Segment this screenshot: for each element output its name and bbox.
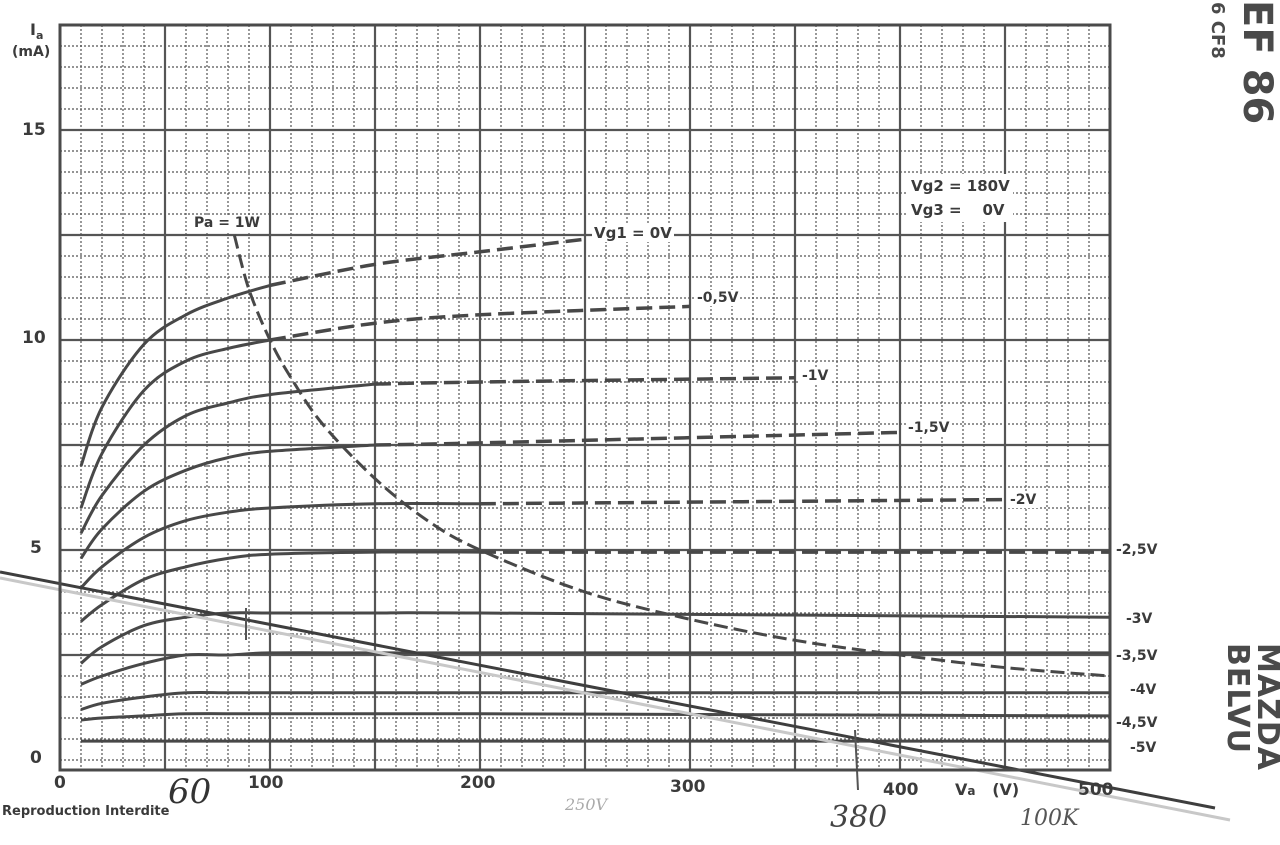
x-tick-200: 200 [460,773,496,793]
curve-label-0-5v: -0,5V [695,290,741,306]
brand-line-2: BELVU [1220,643,1255,754]
handwritten-60: 60 [168,772,212,812]
curve-label-1-5v: -1,5V [906,420,952,436]
x-axis-label: Va (V) [955,780,1020,799]
curve-label-2-5v: -2,5V [1114,542,1160,558]
grid-voltage-curves [79,237,1111,743]
plot-frame [58,23,1112,772]
x-tick-0: 0 [54,773,66,793]
power-limit-curve [232,234,1111,678]
reproduction-notice: Reproduction Interdite [2,804,170,819]
x-tick-100: 100 [248,773,284,793]
handwritten-380: 380 [830,800,888,835]
curve-label-3-5v: -3,5V [1114,648,1160,664]
y-tick-5: 5 [30,538,42,558]
y-axis-unit: (mA) [12,44,51,60]
curve-label-1v: -1V [800,368,831,384]
x-tick-300: 300 [670,777,706,797]
handwritten-100k: 100K [1020,806,1079,831]
x-tick-400: 400 [883,780,919,800]
power-limit-label: Pa = 1W [192,215,262,231]
curve-label-0v: Vg1 = 0V [592,224,674,242]
curve-label-3v: -3V [1124,611,1155,627]
y-tick-10: 10 [22,328,46,348]
tube-type-title: EF 86 [1234,0,1280,125]
curve-label-4v: -4V [1128,682,1159,698]
chart-grid [60,25,1110,770]
x-tick-500: 500 [1078,780,1114,800]
y-tick-0: 0 [30,748,42,768]
curve-label-4-5v: -4,5V [1114,715,1160,731]
condition-vg2: Vg2 = 180V [911,177,1010,195]
y-tick-15: 15 [22,120,46,140]
curve-label-5v: -5V [1128,740,1159,756]
y-axis-label: Ia [30,20,44,43]
brand-line-1: MAZDA [1250,643,1280,771]
operating-conditions: Vg2 = 180V Vg3 = 0V [908,174,1013,222]
handwritten-250v: 250V [565,795,608,814]
tube-equivalent: 6 CF8 [1207,2,1228,59]
brand-logo: MAZDA BELVU [1220,643,1280,771]
condition-vg3: Vg3 = 0V [911,201,1005,219]
curve-label-2v: -2V [1008,492,1039,508]
